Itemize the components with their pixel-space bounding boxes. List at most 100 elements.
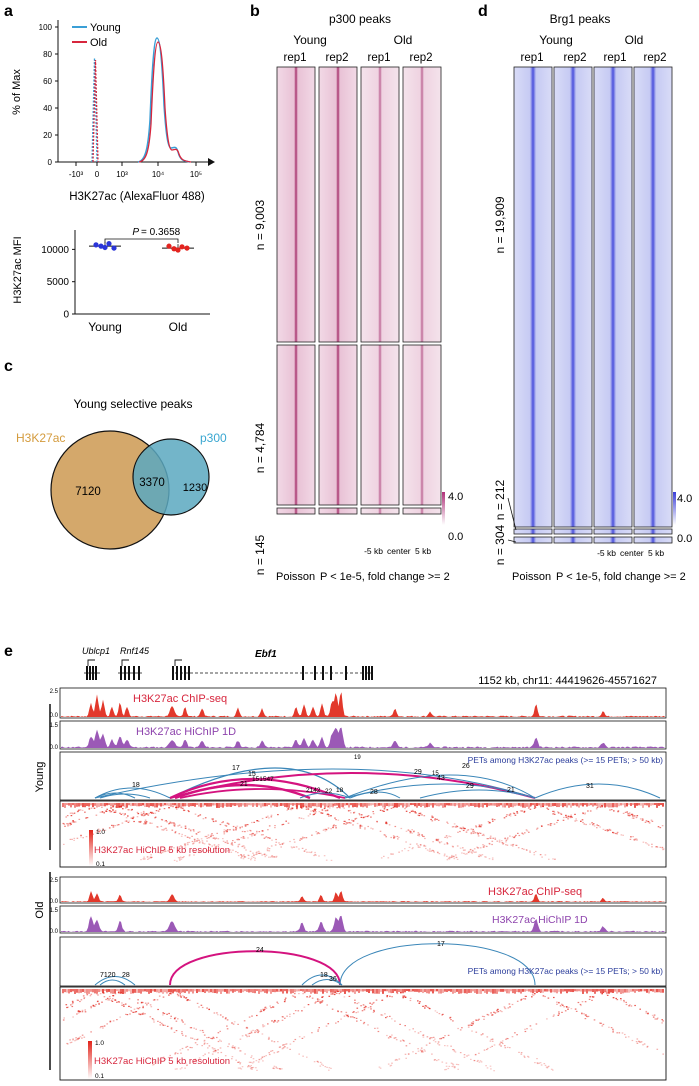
contact-pixel xyxy=(567,1008,569,1010)
contact-diagonal-pixel xyxy=(306,803,308,808)
contact-pixel xyxy=(260,852,262,854)
contact-pixel xyxy=(491,1014,494,1016)
contact-pixel xyxy=(286,1047,289,1049)
contact-pixel xyxy=(390,1036,392,1038)
contact-pixel xyxy=(522,998,525,1000)
contact-pixel xyxy=(353,811,356,813)
contact-pixel xyxy=(142,858,145,860)
contact-pixel xyxy=(121,1002,123,1004)
contact-pixel xyxy=(85,836,88,838)
contact-diagonal-pixel xyxy=(398,989,400,992)
contact-pixel xyxy=(436,1011,438,1013)
contact-pixel xyxy=(214,846,217,848)
contact-pixel xyxy=(137,1002,139,1004)
contact-pixel xyxy=(114,825,117,827)
contact-pixel xyxy=(193,842,195,844)
contact-pixel xyxy=(443,843,446,845)
contact-pixel xyxy=(630,1005,633,1007)
contact-pixel xyxy=(289,808,292,810)
contact-diagonal-pixel xyxy=(182,989,184,993)
contact-pixel xyxy=(507,1038,509,1040)
contact-pixel xyxy=(157,1020,159,1022)
contact-diagonal-pixel xyxy=(512,989,514,994)
contact-pixel xyxy=(146,1003,148,1006)
contact-pixel xyxy=(467,829,469,831)
contact-diagonal-pixel xyxy=(506,989,508,994)
contact-diagonal-pixel xyxy=(372,989,374,994)
contact-pixel xyxy=(311,834,313,836)
contact-diagonal-pixel xyxy=(316,989,318,994)
contact-pixel xyxy=(418,833,421,835)
contact-diagonal-pixel xyxy=(208,803,210,807)
contact-pixel xyxy=(434,1059,436,1061)
contact-pixel xyxy=(480,855,482,857)
contact-pixel xyxy=(651,846,653,848)
contact-pixel xyxy=(251,1067,253,1069)
contact-pixel xyxy=(182,856,184,859)
contact-pixel xyxy=(244,856,247,858)
contact-pixel xyxy=(80,834,82,836)
contact-pixel xyxy=(181,857,183,859)
flow-xtick-label: -10³ xyxy=(69,170,84,179)
contact-pixel xyxy=(254,857,256,859)
contact-pixel xyxy=(298,848,300,850)
contact-pixel xyxy=(101,1025,104,1027)
contact-pixel xyxy=(431,815,433,817)
contact-pixel xyxy=(390,807,393,809)
contact-pixel xyxy=(221,822,223,824)
contact-pixel xyxy=(487,1014,490,1016)
contact-pixel xyxy=(95,1003,97,1006)
contact-pixel xyxy=(100,1026,102,1028)
old-contact-map xyxy=(62,989,664,1072)
contact-pixel xyxy=(507,837,509,839)
contact-pixel xyxy=(274,1020,276,1022)
contact-diagonal-pixel xyxy=(436,803,438,807)
contact-pixel xyxy=(275,838,277,841)
contact-pixel xyxy=(213,847,216,849)
contact-pixel xyxy=(438,841,441,843)
contact-diagonal-pixel xyxy=(460,803,462,808)
contact-pixel xyxy=(95,831,98,833)
contact-pixel xyxy=(540,991,542,993)
contact-pixel xyxy=(240,854,242,856)
contact-pixel xyxy=(98,830,100,832)
contact-pixel xyxy=(136,811,139,813)
contact-pixel xyxy=(476,832,479,834)
contact-pixel xyxy=(150,857,152,859)
contact-diagonal-pixel xyxy=(86,803,88,807)
old-arc-label-7120: 7120 xyxy=(100,972,116,979)
contact-pixel xyxy=(227,1045,229,1048)
contact-pixel xyxy=(142,1005,144,1007)
contact-pixel xyxy=(486,1013,489,1016)
contact-pixel xyxy=(318,855,320,857)
young-arc-inner-pink xyxy=(179,788,346,799)
contact-pixel xyxy=(106,808,108,810)
contact-diagonal-pixel xyxy=(480,989,482,994)
contact-pixel xyxy=(434,1010,437,1012)
contact-diagonal-pixel xyxy=(320,989,322,992)
contact-pixel xyxy=(124,813,126,815)
locus-label: 1152 kb, chr11: 44419626-45571627 xyxy=(478,675,657,687)
old-arcs xyxy=(94,943,536,986)
contact-pixel xyxy=(501,1041,503,1044)
contact-pixel xyxy=(127,815,129,817)
contact-diagonal-pixel xyxy=(652,803,654,806)
contact-pixel xyxy=(398,836,400,838)
contact-pixel xyxy=(241,826,243,828)
contact-pixel xyxy=(511,1003,514,1006)
contact-pixel xyxy=(348,819,350,821)
contact-pixel xyxy=(437,1043,439,1045)
contact-diagonal-pixel xyxy=(398,803,400,807)
brg1-title: Brg1 peaks xyxy=(550,12,611,26)
contact-diagonal-pixel xyxy=(334,989,336,994)
young-hichip-label: H3K27ac HiChIP 1D xyxy=(136,726,236,738)
contact-pixel xyxy=(266,850,269,852)
contact-pixel xyxy=(317,1030,319,1032)
p300-axis-right: 5 kb xyxy=(415,546,431,556)
contact-pixel xyxy=(629,1004,631,1006)
contact-pixel xyxy=(84,1011,87,1013)
contact-pixel xyxy=(464,828,466,830)
contact-diagonal-pixel xyxy=(312,989,314,993)
contact-pixel xyxy=(222,840,225,842)
contact-pixel xyxy=(533,854,536,856)
